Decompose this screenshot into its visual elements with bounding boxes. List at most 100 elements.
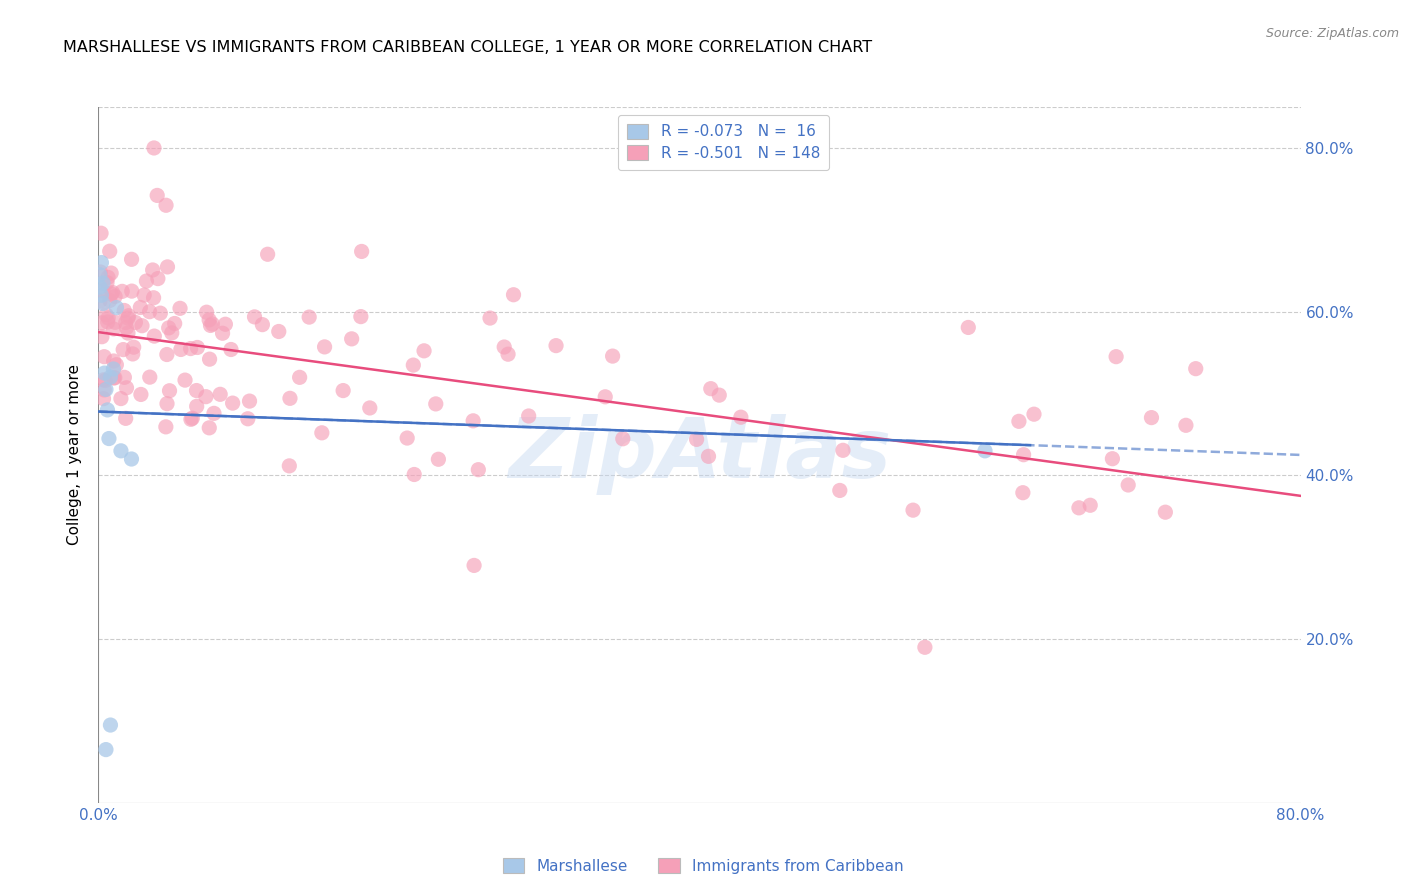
Point: [89, 280, 111, 294]
Point: [142, 263, 165, 277]
Point: [602, 349, 624, 363]
Point: [117, 311, 139, 326]
Point: [156, 347, 179, 361]
Point: [1105, 350, 1128, 364]
Point: [104, 315, 127, 329]
Point: [103, 371, 125, 385]
Point: [238, 394, 260, 409]
Point: [186, 341, 208, 355]
Point: [143, 329, 166, 343]
Point: [332, 384, 354, 398]
Point: [1116, 478, 1139, 492]
Point: [155, 198, 177, 212]
Point: [110, 392, 132, 406]
Point: [1012, 485, 1035, 500]
Point: [89, 265, 111, 279]
Text: ZipAtlas: ZipAtlas: [508, 415, 891, 495]
Point: [129, 301, 152, 315]
Point: [98, 244, 121, 259]
Point: [115, 381, 138, 395]
Point: [202, 406, 225, 420]
Point: [544, 338, 567, 352]
Point: [350, 244, 373, 259]
Point: [117, 309, 139, 323]
Point: [90, 329, 112, 343]
Point: [350, 310, 373, 324]
Point: [115, 320, 138, 334]
Point: [160, 326, 183, 340]
Point: [163, 317, 186, 331]
Point: [112, 303, 135, 318]
Point: [221, 396, 243, 410]
Point: [135, 274, 157, 288]
Point: [114, 411, 136, 425]
Point: [91, 284, 114, 298]
Point: [94, 383, 117, 397]
Y-axis label: College, 1 year or more: College, 1 year or more: [67, 365, 83, 545]
Point: [1008, 414, 1031, 428]
Point: [425, 397, 447, 411]
Point: [957, 320, 980, 334]
Point: [97, 315, 120, 329]
Point: [494, 340, 516, 354]
Point: [91, 296, 114, 310]
Point: [159, 384, 181, 398]
Point: [129, 387, 152, 401]
Point: [1174, 418, 1197, 433]
Point: [122, 340, 145, 354]
Point: [91, 276, 114, 290]
Point: [121, 452, 143, 467]
Point: [90, 288, 112, 302]
Point: [103, 322, 125, 336]
Point: [139, 370, 162, 384]
Point: [700, 382, 723, 396]
Point: [502, 287, 524, 301]
Point: [278, 392, 301, 406]
Point: [901, 503, 924, 517]
Point: [114, 316, 136, 330]
Point: [209, 387, 232, 401]
Point: [413, 343, 436, 358]
Point: [685, 433, 707, 447]
Point: [143, 141, 166, 155]
Point: [311, 425, 333, 440]
Point: [1078, 498, 1101, 512]
Point: [612, 432, 634, 446]
Point: [101, 285, 124, 300]
Point: [1067, 500, 1090, 515]
Point: [1022, 407, 1045, 421]
Point: [697, 450, 720, 464]
Point: [974, 443, 997, 458]
Point: [117, 326, 139, 340]
Point: [267, 325, 290, 339]
Point: [463, 414, 485, 428]
Text: Source: ZipAtlas.com: Source: ZipAtlas.com: [1265, 27, 1399, 40]
Point: [91, 316, 114, 330]
Point: [359, 401, 381, 415]
Point: [200, 318, 222, 333]
Point: [243, 310, 266, 324]
Point: [340, 332, 363, 346]
Point: [427, 452, 450, 467]
Point: [142, 291, 165, 305]
Point: [593, 390, 616, 404]
Point: [517, 409, 540, 423]
Point: [93, 383, 115, 397]
Point: [89, 268, 111, 282]
Point: [181, 411, 204, 425]
Point: [112, 343, 135, 357]
Point: [1184, 361, 1206, 376]
Point: [1101, 451, 1123, 466]
Point: [288, 370, 311, 384]
Point: [93, 392, 115, 406]
Point: [194, 390, 217, 404]
Point: [730, 410, 752, 425]
Point: [134, 288, 156, 302]
Point: [198, 352, 221, 367]
Point: [157, 321, 180, 335]
Point: [105, 358, 128, 372]
Point: [1154, 505, 1177, 519]
Point: [94, 373, 117, 387]
Point: [90, 255, 112, 269]
Point: [186, 384, 208, 398]
